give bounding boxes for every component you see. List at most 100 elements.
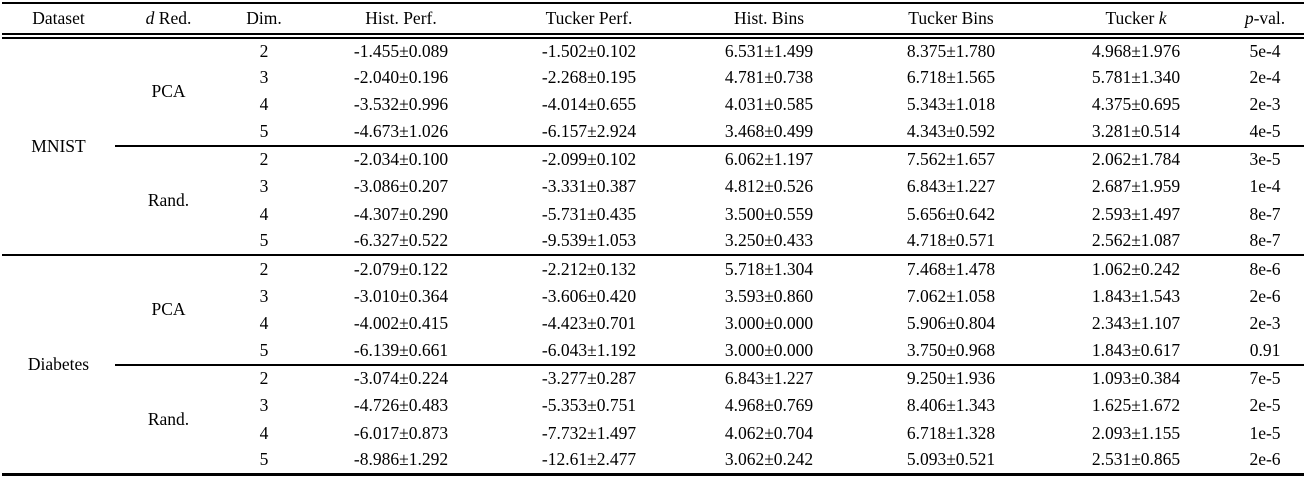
cell-dim: 3: [259, 285, 269, 306]
table-row: 5 -8.986±1.292 -12.61±2.477 3.062±0.242 …: [2, 447, 1304, 474]
cell-p-val: 2e-6: [1249, 449, 1281, 470]
col-header-dim: Dim.: [222, 3, 306, 39]
cell-hist-bins: 3.468±0.499: [724, 120, 814, 141]
col-header-tucker-k: Tucker k: [1046, 3, 1226, 39]
cell-p-val: 2e-3: [1249, 93, 1281, 114]
tucker-k-italic-k: k: [1158, 8, 1167, 28]
cell-tucker-bins: 8.375±1.780: [906, 40, 996, 61]
cell-hist-bins: 3.062±0.242: [724, 449, 814, 470]
cell-hist-bins: 4.062±0.704: [724, 422, 814, 443]
cell-dim: 3: [259, 176, 269, 197]
cell-tucker-bins: 7.062±1.058: [906, 285, 996, 306]
table-row: 4 -4.002±0.415 -4.423±0.701 3.000±0.000 …: [2, 310, 1304, 337]
cell-dim: 3: [259, 66, 269, 87]
reduction-label-pca: PCA: [151, 81, 186, 102]
cell-hist-perf: -3.010±0.364: [353, 285, 449, 306]
cell-hist-perf: -3.074±0.224: [306, 363, 496, 393]
table-row: 5 -6.139±0.661 -6.043±1.192 3.000±0.000 …: [2, 337, 1304, 364]
cell-tucker-perf: -3.277±0.287: [496, 363, 682, 393]
cell-tucker-perf: -4.014±0.655: [541, 93, 637, 114]
cell-hist-bins: 3.000±0.000: [724, 313, 814, 334]
col-header-tucker-bins: Tucker Bins: [856, 3, 1046, 39]
cell-hist-bins: 3.593±0.860: [724, 285, 814, 306]
cell-tucker-k: 2.531±0.865: [1091, 449, 1181, 470]
table-row: Diabetes PCA 2 -2.079±0.122 -2.212±0.132…: [2, 254, 1304, 475]
cell-tucker-bins: 5.656±0.642: [906, 203, 996, 224]
cell-tucker-bins: 3.750±0.968: [906, 339, 996, 360]
cell-tucker-k: 2.593±1.497: [1091, 203, 1181, 224]
cell-tucker-bins: 9.250±1.936: [856, 363, 1046, 393]
cell-tucker-perf: -6.157±2.924: [541, 120, 637, 141]
cell-hist-perf: -8.986±1.292: [353, 449, 449, 470]
cell-hist-bins: 6.062±1.197: [682, 144, 856, 173]
cell-dim: 3: [259, 395, 269, 416]
cell-tucker-bins: 7.562±1.657: [856, 144, 1046, 173]
cell-tucker-bins: 6.718±1.328: [906, 422, 996, 443]
cell-tucker-k: 3.281±0.514: [1091, 120, 1181, 141]
cell-dim: 4: [259, 313, 269, 334]
cell-hist-bins: 3.500±0.559: [724, 203, 814, 224]
cell-p-val: 2e-5: [1249, 395, 1281, 416]
cell-dim: 4: [259, 203, 269, 224]
cell-dim: 4: [259, 93, 269, 114]
cell-dim: 4: [259, 422, 269, 443]
p-val-rest: -val.: [1253, 8, 1286, 28]
cell-dim: 2: [222, 363, 306, 393]
cell-tucker-bins: 5.343±1.018: [906, 93, 996, 114]
cell-tucker-perf: -3.606±0.420: [541, 285, 637, 306]
cell-p-val: 1e-5: [1249, 422, 1281, 443]
cell-p-val: 2e-4: [1249, 66, 1281, 87]
cell-hist-perf: -3.086±0.207: [353, 176, 449, 197]
cell-tucker-perf: -9.539±1.053: [541, 230, 637, 251]
col-header-dataset: Dataset: [2, 3, 115, 39]
cell-tucker-bins: 6.718±1.565: [906, 66, 996, 87]
cell-hist-perf: -1.455±0.089: [353, 40, 449, 61]
tucker-k-prefix: Tucker: [1105, 8, 1159, 28]
cell-tucker-perf: -7.732±1.497: [541, 422, 637, 443]
cell-p-val: 4e-5: [1249, 120, 1281, 141]
cell-tucker-k: 4.968±1.976: [1091, 40, 1181, 61]
cell-hist-perf: -4.002±0.415: [353, 313, 449, 334]
cell-p-val: 8e-7: [1249, 203, 1281, 224]
results-table-container: Dataset d Red. Dim. Hist. Perf. Tucker P…: [2, 2, 1304, 476]
dataset-label-mnist: MNIST: [31, 136, 86, 157]
cell-dim: 5: [259, 120, 269, 141]
cell-tucker-k: 1.625±1.672: [1091, 395, 1181, 416]
cell-hist-bins: 4.812±0.526: [724, 176, 814, 197]
cell-p-val: 8e-6: [1226, 254, 1304, 283]
cell-hist-bins: 4.031±0.585: [724, 93, 814, 114]
cell-tucker-perf: -5.731±0.435: [541, 203, 637, 224]
cell-tucker-perf: -2.268±0.195: [541, 66, 637, 87]
cell-p-val: 8e-7: [1249, 230, 1281, 251]
cell-p-val: 7e-5: [1226, 363, 1304, 393]
col-header-hist-perf: Hist. Perf.: [306, 3, 496, 39]
cell-tucker-k: 2.562±1.087: [1091, 230, 1181, 251]
header-row: Dataset d Red. Dim. Hist. Perf. Tucker P…: [2, 3, 1304, 39]
cell-hist-bins: 5.718±1.304: [682, 254, 856, 283]
cell-hist-perf: -6.017±0.873: [353, 422, 449, 443]
table-row: 5 -6.327±0.522 -9.539±1.053 3.250±0.433 …: [2, 228, 1304, 255]
cell-tucker-k: 2.093±1.155: [1091, 422, 1181, 443]
table-row: 5 -4.673±1.026 -6.157±2.924 3.468±0.499 …: [2, 118, 1304, 145]
cell-tucker-perf: -5.353±0.751: [541, 395, 637, 416]
table-row: Rand. 2 -2.034±0.100 -2.099±0.102 6.062±…: [2, 144, 1304, 256]
col-header-hist-bins: Hist. Bins: [682, 3, 856, 39]
cell-tucker-bins: 6.843±1.227: [906, 176, 996, 197]
cell-p-val: 2e-3: [1249, 313, 1281, 334]
cell-dim: 5: [259, 230, 269, 251]
cell-tucker-k: 1.093±0.384: [1046, 363, 1226, 393]
cell-hist-bins: 3.250±0.433: [724, 230, 814, 251]
cell-tucker-k: 1.062±0.242: [1046, 254, 1226, 283]
cell-hist-perf: -2.040±0.196: [353, 66, 449, 87]
cell-p-val: 5e-4: [1249, 40, 1281, 61]
table-row: 3 -4.726±0.483 -5.353±0.751 4.968±0.769 …: [2, 392, 1304, 419]
table-row: MNIST PCA 2 -1.455±0.089 -1.502±0.102 6.…: [2, 36, 1304, 156]
cell-tucker-bins: 4.718±0.571: [906, 230, 996, 251]
results-table: Dataset d Red. Dim. Hist. Perf. Tucker P…: [2, 2, 1304, 476]
table-row: 3 -3.010±0.364 -3.606±0.420 3.593±0.860 …: [2, 283, 1304, 310]
cell-tucker-perf: -3.331±0.387: [541, 176, 637, 197]
cell-p-val: 2e-6: [1249, 285, 1281, 306]
cell-hist-bins: 3.000±0.000: [724, 339, 814, 360]
cell-tucker-bins: 5.906±0.804: [906, 313, 996, 334]
cell-p-val: 1e-4: [1249, 176, 1281, 197]
